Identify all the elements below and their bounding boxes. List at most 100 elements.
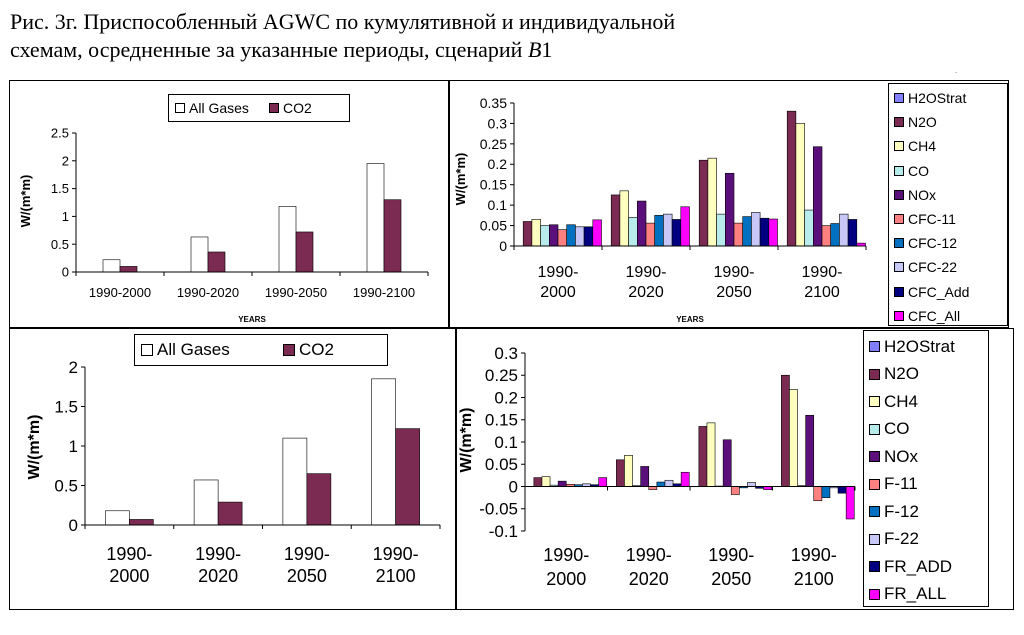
bar-n2o-4 [781,374,790,487]
bar-all-gases-2 [190,236,209,273]
legend-swatch-nox [894,189,904,200]
x-category-label: 1990- 2000 [543,545,589,589]
legend-item-all-gases: All Gases [141,340,283,360]
legend-item-cfc-11: CFC-11 [889,207,1007,231]
bar-ch4-1 [541,476,551,487]
legend-item-cfc-add: CFC_Add [889,280,1007,304]
legend-label: FR_ALL [884,584,947,604]
bar-ch4-3 [706,422,716,487]
bar-ch4-2 [624,455,633,487]
legend-item-f-22: F-22 [864,526,988,554]
bar-n2o-3 [698,426,708,487]
y-tick-label: 0 [499,238,507,254]
legend-item-co: CO [864,416,988,444]
legend-swatch-all-gases [175,103,185,113]
x-category-label-part: 1990- [714,264,755,281]
y-tick-label: 1.5 [51,181,69,196]
y-tick-label: -0.05 [479,500,518,519]
bar-cfc-22-2 [663,213,673,247]
legend-item-nox: NOx [864,443,988,471]
bar-cfc-add-2 [671,219,682,247]
x-axis-title: YEARS [676,315,704,324]
x-category-label-part: 2000 [546,569,586,589]
x-category-label: 1990-2100 [373,544,419,586]
bar-f-22-2 [664,479,674,487]
chart-svg-2: 00.511.521990-20001990-20201990-20501990… [26,358,441,586]
x-category-label-part: 2050 [716,284,752,301]
bar-fr-all-2 [680,471,690,487]
y-tick-label: 0.5 [51,237,69,252]
legend-label: All Gases [189,100,249,116]
bar-f-11-4 [813,486,823,502]
bar-co2-4 [383,199,402,273]
legend-label: CO2 [283,100,312,116]
bar-cfc-all-1 [592,219,602,247]
legend-swatch-cfc-22 [894,262,904,273]
bar-all-gases-3 [278,206,297,273]
legend-label: N2O [884,364,919,384]
bar-cfc-11-1 [557,229,567,247]
legend-label: CH4 [884,391,919,411]
y-tick-label: -0.1 [489,522,518,541]
x-category-label-part: 1990- [195,544,241,564]
x-category-label: 1990-2000 [106,544,152,586]
legend-swatch-co2 [283,344,295,356]
y-tick-label: 0.15 [485,411,518,430]
bar-co-1 [540,225,550,247]
x-category-label-part: 2000 [540,284,576,301]
bar-nox-3 [722,439,732,487]
bar-n2o-1 [533,477,543,487]
legend-swatch-f-12 [869,506,880,518]
y-tick-label: 0.05 [485,455,518,474]
y-axis-title: W/(m*m) [458,408,475,473]
x-category-label-part: 1990- [373,544,419,564]
legend-label: CFC-11 [908,211,956,228]
y-tick-label: 0.05 [480,217,507,233]
legend-label: F-22 [884,529,919,549]
x-category-label-part: 2050 [287,566,327,586]
bar-co-4 [804,209,814,247]
bar-co2-1 [119,266,138,273]
legend-item-n2o: N2O [864,361,988,389]
x-category-label-part: 2100 [794,569,834,589]
y-tick-label: 0 [69,516,78,535]
legend-label: H2OStrat [884,336,955,356]
x-category-label-part: 1990-2050 [265,285,327,300]
bar-f-12-2 [656,481,666,487]
bar-cfc-22-3 [751,212,761,247]
chart-legend: All Gases CO2 [168,94,350,122]
y-tick-label: 0.25 [485,366,518,385]
bar-n2o-3 [698,159,709,247]
figure-caption: Рис. 3г. Приспособленный AGWC по кумулят… [10,8,910,64]
y-tick-label: 1 [69,437,78,456]
x-category-label-part: 1990-2020 [177,285,239,300]
bar-nox-4 [812,146,823,247]
y-tick-label: 0.2 [488,156,508,172]
bar-cfc-12-4 [830,223,840,247]
legend-label: H2OStrat [908,90,967,107]
chart-panel-individual-top: 0 0.05 0.1 0.15 0.2 0.25 0.3 0.35 1990-2000 1990-… [449,80,1009,328]
bar-nox-4 [805,415,815,487]
bar-all-gases-4 [371,378,396,526]
y-tick-label: 0.3 [488,115,508,131]
bar-cfc-11-2 [645,222,655,247]
x-category-label-part: 1990- [538,264,579,281]
legend-item-ch4: CH4 [864,388,988,416]
bar-all-gases-1 [105,510,130,526]
legend-label: CFC-22 [908,259,958,276]
bar-cfc-22-4 [839,213,849,247]
legend-label: F-11 [884,474,918,494]
caption-scenario-letter: B [527,37,542,62]
bar-f-11-3 [730,486,740,495]
legend-swatch-co [894,165,904,176]
bar-cfc-add-3 [759,217,770,247]
legend-swatch-cfc-12 [894,238,904,249]
legend-item-co2: CO2 [283,340,383,360]
legend-item-co2: CO2 [269,100,349,116]
legend-swatch-co [869,423,880,435]
bar-ch4-2 [619,190,629,247]
x-axis-title: YEARS [238,315,266,324]
bar-cfc-12-1 [566,224,576,247]
x-category-label-part: 1990- [543,545,589,565]
legend-item-f-12: F-12 [864,498,988,526]
